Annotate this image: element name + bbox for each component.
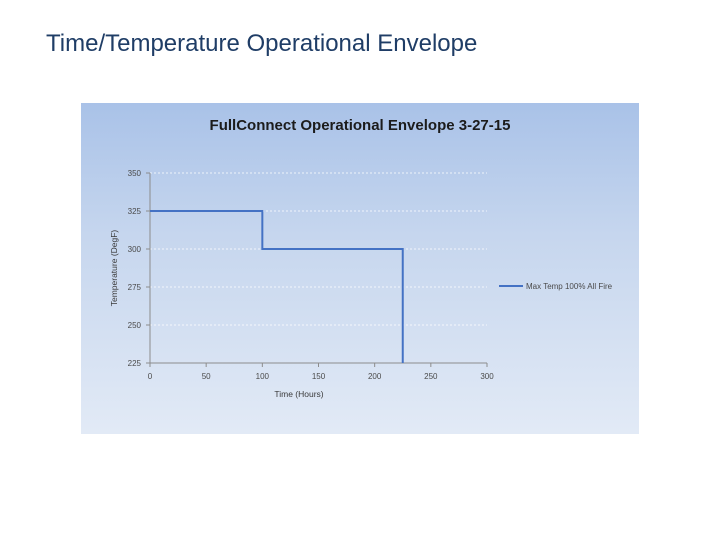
chart-title: FullConnect Operational Envelope 3-27-15 bbox=[210, 117, 511, 134]
legend-label: Max Temp 100% All Fire bbox=[526, 282, 613, 291]
x-tick-label: 50 bbox=[202, 372, 211, 381]
y-tick-label: 350 bbox=[128, 169, 142, 178]
x-axis-label: Time (Hours) bbox=[274, 389, 323, 399]
slide-title: Time/Temperature Operational Envelope bbox=[46, 30, 478, 57]
y-tick-labels: 225 250 275 300 325 350 bbox=[128, 169, 142, 368]
chart-panel: FullConnect Operational Envelope 3-27-15… bbox=[81, 103, 639, 434]
legend: Max Temp 100% All Fire bbox=[499, 282, 613, 291]
x-tick-label: 150 bbox=[312, 372, 326, 381]
series-line bbox=[150, 210, 404, 363]
series-lines bbox=[150, 210, 404, 363]
y-tick-label: 225 bbox=[128, 359, 142, 368]
axes bbox=[146, 172, 488, 367]
x-tick-label: 100 bbox=[256, 372, 270, 381]
y-tick-label: 250 bbox=[128, 321, 142, 330]
y-axis-label: Temperature (DegF) bbox=[109, 230, 119, 307]
y-tick-label: 275 bbox=[128, 283, 142, 292]
line-chart: FullConnect Operational Envelope 3-27-15… bbox=[109, 117, 613, 399]
x-tick-label: 0 bbox=[148, 372, 153, 381]
x-tick-labels: 0 50 100 150 200 250 300 bbox=[148, 372, 494, 381]
x-tick-label: 200 bbox=[368, 372, 382, 381]
x-tick-label: 250 bbox=[424, 372, 438, 381]
x-tick-label: 300 bbox=[480, 372, 494, 381]
y-tick-label: 325 bbox=[128, 207, 142, 216]
y-tick-label: 300 bbox=[128, 245, 142, 254]
